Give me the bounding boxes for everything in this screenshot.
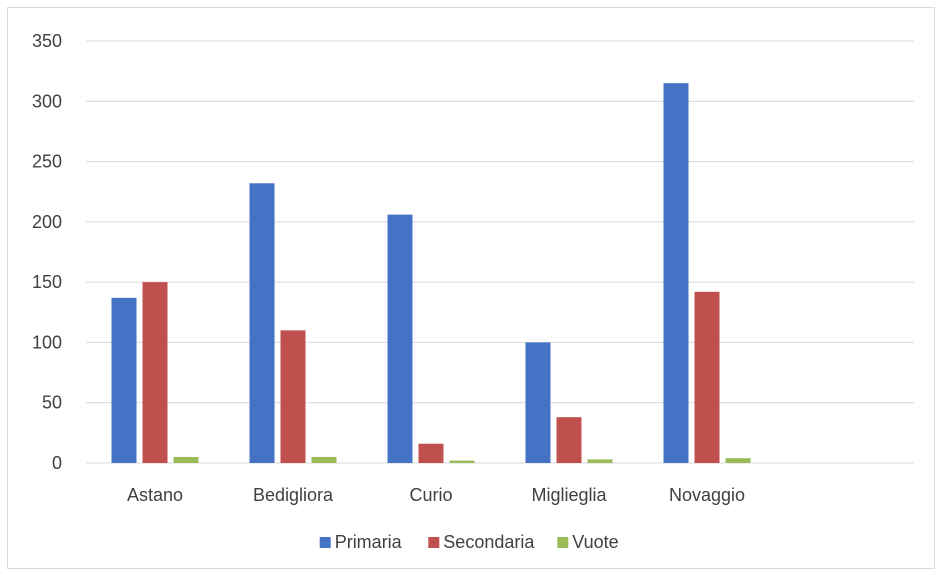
bar-vuote [311,456,337,463]
legend-swatch-secondaria [428,537,440,548]
bar-vuote [173,456,199,463]
bar-primaria [663,83,689,463]
legend-swatch-vuote [557,537,569,548]
x-tick-label: Curio [409,485,452,505]
bar-vuote [725,458,751,463]
y-tick-label: 200 [32,212,62,232]
legend-label-primaria: Primaria [335,532,403,552]
legend-swatch-primaria [319,537,331,548]
x-tick-label: Astano [127,485,183,505]
y-tick-label: 0 [52,453,62,473]
bar-primaria [525,342,551,463]
legend-label-secondaria: Secondaria [443,532,535,552]
bar-primaria [387,214,413,463]
bar-primaria [249,183,275,463]
x-tick-label: Bedigliora [253,485,334,505]
y-tick-label: 150 [32,272,62,292]
bar-secondaria [418,443,444,463]
bar-vuote [587,459,613,463]
bar-secondaria [556,417,582,463]
legend-label-vuote: Vuote [572,532,618,552]
y-tick-label: 250 [32,152,62,172]
bar-secondaria [142,282,168,463]
bar-vuote [449,460,475,463]
x-tick-label: Novaggio [669,485,745,505]
x-tick-label: Miglieglia [531,485,607,505]
bar-secondaria [280,330,306,463]
y-tick-label: 50 [42,393,62,413]
y-tick-label: 100 [32,332,62,352]
y-tick-label: 300 [32,91,62,111]
bar-secondaria [694,291,720,463]
y-tick-label: 350 [32,31,62,51]
bar-primaria [111,297,137,463]
